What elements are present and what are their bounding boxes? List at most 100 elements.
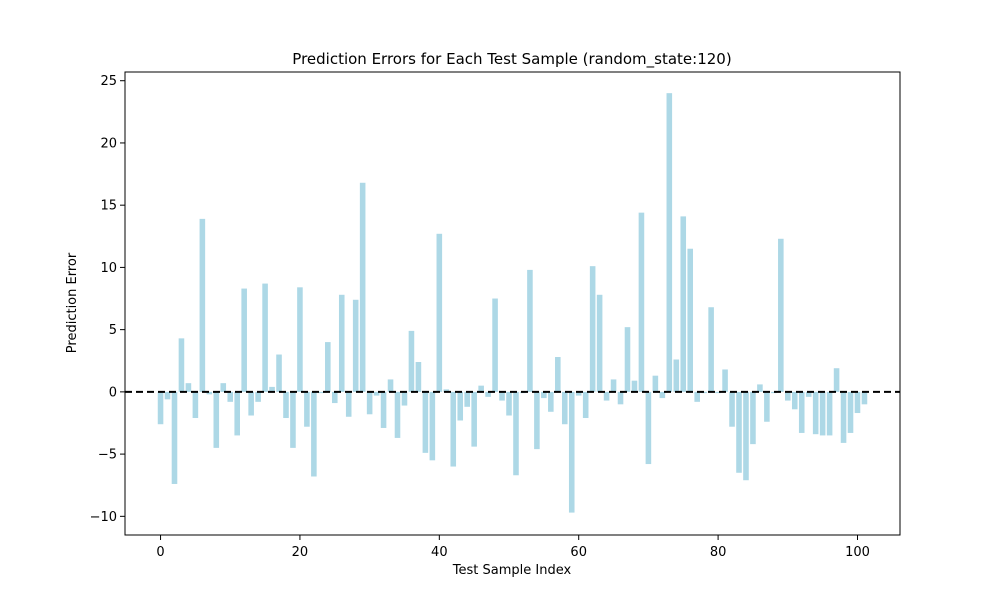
- y-tick-label: 25: [100, 74, 117, 89]
- bar-sample-96: [826, 391, 833, 436]
- bar-sample-15: [262, 283, 268, 392]
- bar-sample-97: [833, 368, 840, 392]
- bar-sample-33: [387, 379, 394, 392]
- bar-sample-45: [471, 391, 477, 447]
- bar-sample-22: [311, 391, 317, 477]
- x-axis-ticks: 0 20 40 60 80 100: [156, 535, 870, 560]
- bar-sample-80: [715, 391, 721, 394]
- bar-sample-77: [694, 391, 700, 402]
- bar-sample-41: [443, 389, 450, 392]
- bar-sample-79: [708, 307, 714, 392]
- y-tick-label: 15: [100, 199, 117, 214]
- x-tick-label: 20: [292, 545, 309, 560]
- bar-sample-12: [241, 288, 247, 392]
- bar-sample-54: [534, 391, 540, 450]
- bar-sample-4: [185, 383, 192, 392]
- bar-sample-25: [331, 391, 338, 404]
- bar-sample-61: [582, 391, 589, 419]
- bar-sample-65: [610, 379, 617, 392]
- bar-sample-93: [805, 391, 812, 397]
- y-tick-label: 20: [100, 136, 117, 151]
- y-axis-label: Prediction Error: [65, 252, 80, 353]
- bar-sample-7: [206, 391, 213, 395]
- bar-sample-35: [401, 391, 408, 406]
- bar-sample-30: [366, 391, 373, 415]
- bar-sample-66: [617, 391, 624, 405]
- bar-sample-6: [199, 218, 206, 392]
- bar-sample-85: [750, 391, 756, 445]
- bar-sample-75: [680, 216, 687, 392]
- bar-sample-5: [192, 391, 199, 419]
- bar-sample-46: [478, 385, 484, 392]
- y-tick-label: −10: [90, 510, 117, 525]
- bars-layer: [157, 93, 868, 513]
- bar-sample-71: [652, 375, 659, 392]
- bar-sample-9: [220, 383, 227, 392]
- bar-sample-48: [492, 298, 498, 392]
- bar-sample-42: [450, 391, 457, 467]
- bar-sample-100: [854, 391, 861, 414]
- bar-sample-2: [171, 391, 178, 484]
- bar-sample-62: [589, 266, 596, 392]
- bar-sample-11: [234, 391, 240, 436]
- bar-sample-23: [318, 391, 324, 394]
- x-tick-label: 100: [845, 545, 870, 560]
- bar-sample-94: [812, 391, 819, 435]
- bar-sample-32: [380, 391, 387, 428]
- bar-sample-24: [325, 342, 331, 392]
- y-axis-ticks: −10 −5 0 5 10 15 20 25: [90, 74, 125, 525]
- bar-sample-43: [457, 391, 464, 421]
- bar-sample-44: [464, 391, 470, 407]
- bar-sample-36: [408, 330, 415, 392]
- bar-sample-1: [164, 391, 171, 400]
- bar-sample-74: [673, 359, 680, 392]
- x-tick-label: 0: [156, 545, 164, 560]
- bar-sample-55: [541, 391, 547, 399]
- bar-sample-49: [499, 391, 505, 401]
- bar-sample-53: [527, 269, 533, 392]
- bar-sample-63: [596, 294, 603, 392]
- bar-sample-38: [422, 391, 429, 453]
- bar-sample-26: [338, 294, 345, 392]
- bar-sample-70: [645, 391, 652, 465]
- bar-sample-76: [687, 248, 694, 392]
- y-tick-label: −5: [98, 448, 117, 463]
- bar-sample-29: [359, 182, 366, 392]
- bar-sample-60: [575, 391, 582, 396]
- bar-sample-78: [701, 391, 707, 394]
- bar-sample-101: [861, 391, 868, 405]
- bar-sample-82: [729, 391, 735, 427]
- bar-sample-34: [394, 391, 401, 438]
- bar-sample-69: [638, 212, 645, 392]
- bar-sample-18: [283, 391, 289, 419]
- bar-sample-8: [213, 391, 220, 448]
- bar-sample-56: [548, 391, 554, 412]
- bar-sample-87: [764, 391, 770, 422]
- chart-title: Prediction Errors for Each Test Sample (…: [292, 50, 731, 69]
- bar-sample-13: [248, 391, 254, 416]
- bar-sample-59: [568, 391, 575, 513]
- x-tick-label: 60: [570, 545, 587, 560]
- bar-sample-51: [513, 391, 519, 476]
- bar-sample-84: [743, 391, 749, 481]
- bar-sample-16: [269, 386, 275, 392]
- bar-sample-73: [666, 93, 673, 392]
- bar-sample-27: [345, 391, 352, 417]
- bar-sample-81: [722, 369, 728, 392]
- bar-sample-98: [840, 391, 847, 443]
- bar-sample-39: [429, 391, 436, 461]
- bar-sample-3: [178, 338, 185, 392]
- bar-sample-31: [373, 391, 380, 396]
- x-axis-label: Test Sample Index: [452, 563, 572, 578]
- y-tick-label: 10: [100, 261, 117, 276]
- bar-sample-99: [847, 391, 854, 433]
- bar-sample-67: [624, 327, 631, 392]
- plot-frame: [124, 71, 901, 536]
- bar-sample-68: [631, 380, 638, 392]
- bar-sample-72: [659, 391, 666, 399]
- bar-sample-57: [555, 357, 561, 392]
- bar-sample-19: [290, 391, 296, 448]
